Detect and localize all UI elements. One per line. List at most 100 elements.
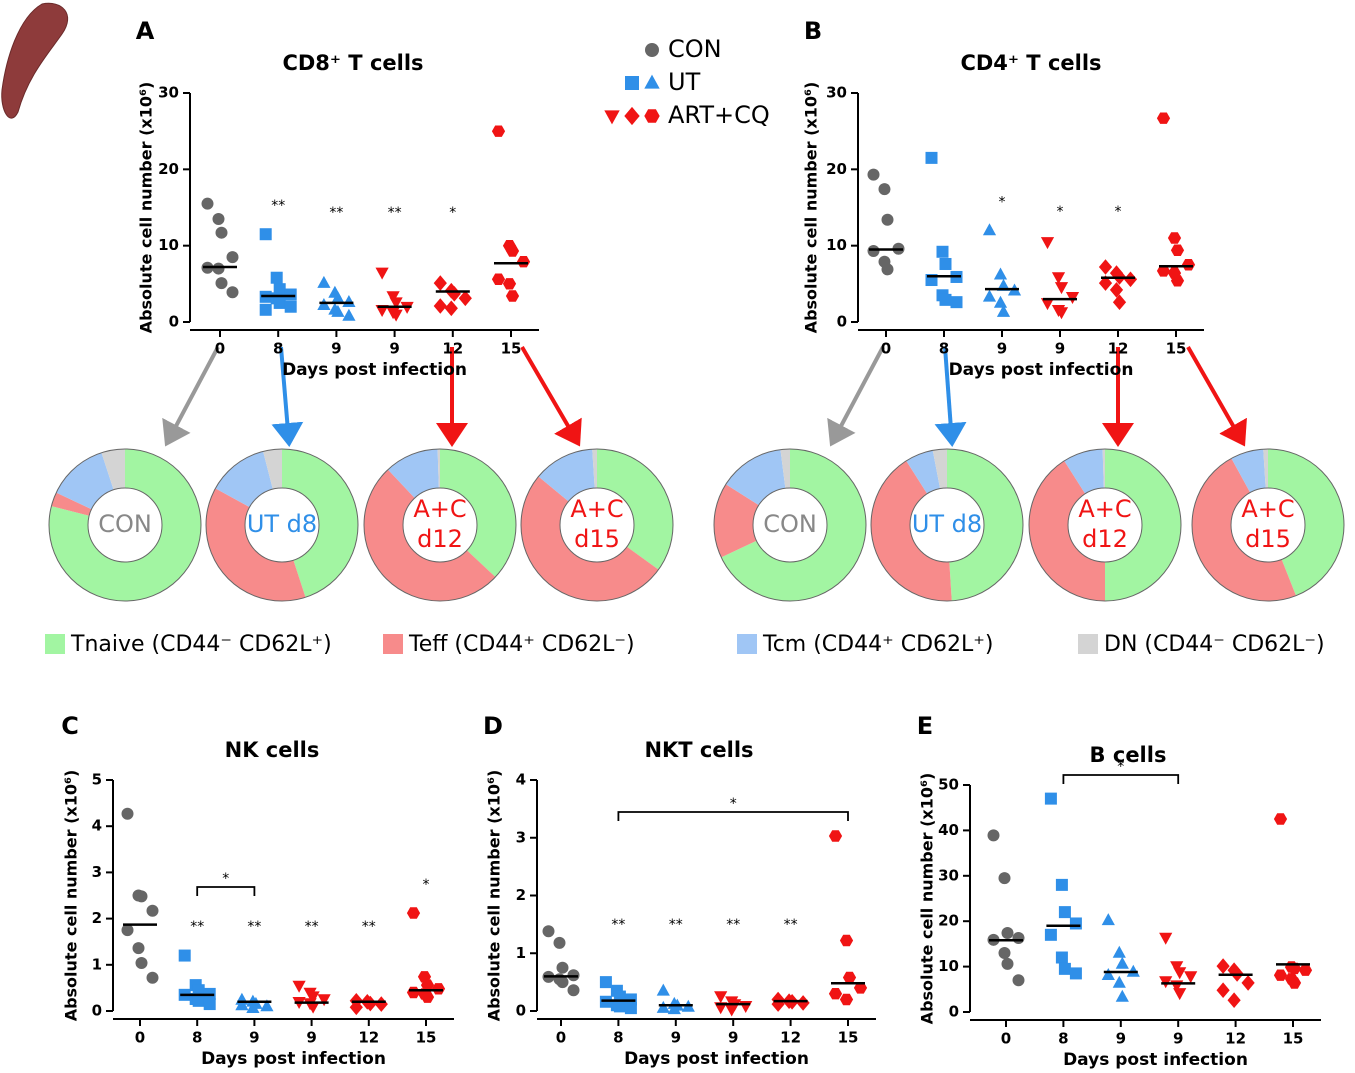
data-point [1069, 917, 1082, 930]
significance-label: ** [388, 205, 402, 221]
data-point [1216, 982, 1230, 998]
donut-center-label: CON [98, 510, 152, 538]
data-point [146, 971, 159, 984]
significance-label: ** [669, 917, 683, 933]
x-tick-label: 8 [1058, 1030, 1068, 1048]
bracket [196, 886, 256, 896]
donut-segment [1268, 449, 1344, 596]
data-point [1001, 927, 1014, 940]
bracket-label: * [222, 871, 229, 887]
bracket-label: * [730, 796, 737, 812]
arrow [1186, 346, 1247, 447]
x-tick-label: 9 [671, 1029, 681, 1047]
data-point [260, 999, 274, 1012]
data-point [406, 986, 421, 999]
data-point [178, 949, 191, 962]
y-tick-label: 20 [158, 160, 179, 178]
x-tick-label: 9 [728, 1029, 738, 1047]
data-point [1227, 992, 1241, 1008]
panel-title: CD4⁺ T cells [960, 51, 1101, 75]
y-tick-label: 3 [92, 863, 102, 881]
panel-letter: E [917, 712, 933, 740]
legend-marker [625, 76, 639, 90]
donut-outline [48, 448, 202, 602]
significance-label: ** [726, 917, 740, 933]
data-point [1112, 294, 1127, 310]
x-tick-label: 12 [1108, 340, 1129, 358]
data-point [1170, 275, 1185, 287]
donut-segment [1263, 449, 1268, 489]
data-point [516, 256, 531, 268]
data-point [881, 263, 894, 276]
data-point [1001, 957, 1014, 970]
donut-hole [1067, 487, 1143, 563]
data-point [998, 872, 1011, 885]
data-point [389, 297, 403, 310]
data-point [1112, 975, 1126, 988]
data-point [1109, 282, 1124, 298]
y-tick-label: 0 [516, 1002, 526, 1020]
arrow [520, 345, 582, 447]
data-point [375, 267, 389, 280]
y-tick-label: 10 [158, 236, 179, 254]
x-tick-label: 9 [306, 1029, 316, 1047]
x-tick-label: 9 [1116, 1030, 1126, 1048]
significance-label: ** [362, 919, 376, 935]
panel-letter: A [136, 17, 155, 45]
donut-segment [282, 449, 359, 598]
donut-segment [364, 469, 496, 601]
arrow [934, 346, 967, 447]
data-point [1298, 964, 1313, 976]
data-point [389, 309, 403, 322]
donut-segment [49, 449, 202, 601]
x-tick-label: 0 [556, 1029, 566, 1047]
donut-segment [1192, 458, 1296, 601]
donut-segment [437, 449, 440, 489]
data-point [939, 257, 952, 270]
data-point [656, 1000, 670, 1013]
data-point [342, 295, 356, 307]
data-point [284, 300, 297, 313]
donut-hole [909, 487, 985, 563]
data-point [996, 304, 1011, 317]
data-point [1159, 932, 1173, 945]
data-point [1058, 962, 1071, 975]
data-point [1069, 967, 1082, 980]
significance-label: ** [247, 919, 261, 935]
donut-segment [1029, 460, 1105, 601]
donut-segment [725, 449, 786, 506]
data-point [1058, 906, 1071, 919]
data-point [1115, 956, 1129, 969]
y-tick-label: 4 [516, 771, 526, 789]
legend-label: UT [668, 68, 701, 96]
donut-segment [206, 488, 306, 602]
significance-label: ** [329, 205, 343, 221]
y-tick-label: 30 [158, 84, 179, 102]
data-point [349, 999, 363, 1016]
legend-swatch [45, 634, 65, 654]
legend-label: DN (CD44⁻ CD62L⁻) [1104, 632, 1325, 657]
y-tick-label: 0 [169, 313, 179, 331]
donut-outline [713, 448, 867, 602]
data-point [192, 994, 205, 1007]
legend-label: ART+CQ [668, 101, 770, 129]
x-axis-label: Days post infection [624, 1049, 809, 1069]
donut-segment [440, 449, 517, 578]
data-point [1167, 232, 1182, 244]
data-point [839, 993, 854, 1006]
data-point [1098, 259, 1113, 275]
data-point [878, 183, 891, 196]
data-point [306, 991, 320, 1004]
legend-swatch [383, 634, 403, 654]
donut-segment [713, 484, 759, 558]
y-tick-label: 50 [938, 776, 959, 794]
panel-title: B cells [1090, 743, 1167, 767]
y-tick-label: 2 [516, 886, 526, 904]
data-point [1173, 988, 1187, 1001]
data-point [996, 278, 1011, 291]
donut-segment [780, 449, 790, 489]
data-point [146, 904, 159, 917]
donut-hole [559, 487, 635, 563]
data-point [993, 295, 1008, 308]
panel-title: NKT cells [644, 738, 753, 762]
